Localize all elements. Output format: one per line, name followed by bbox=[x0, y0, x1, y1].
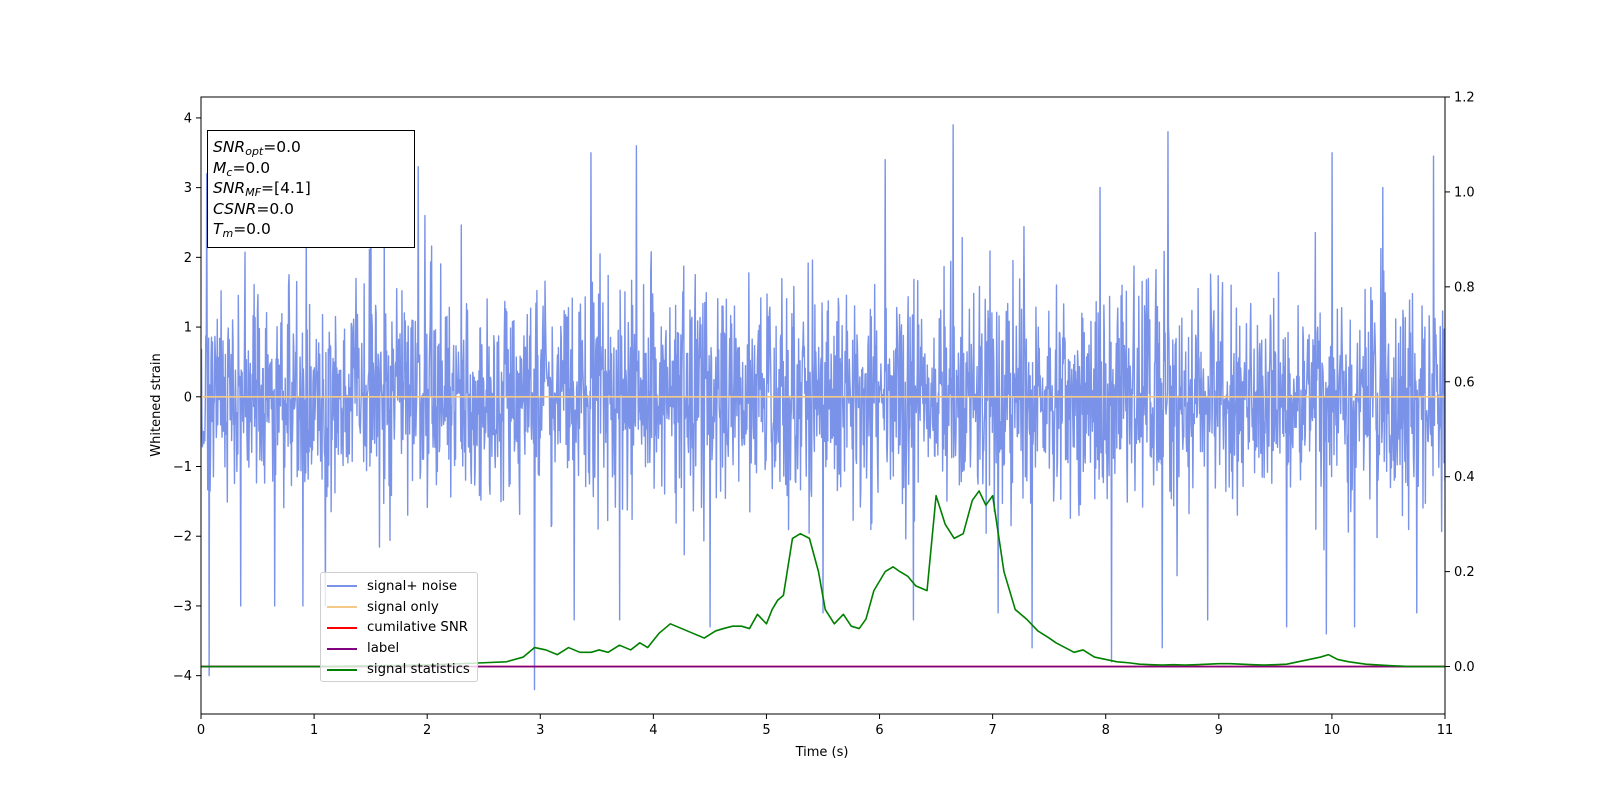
legend-label: signal statistics bbox=[367, 662, 470, 678]
legend: signal+ noise signal only cumilative SNR la… bbox=[320, 572, 478, 682]
y-tick-label: 0 bbox=[184, 390, 192, 405]
y-tick-label: 4 bbox=[184, 111, 192, 126]
legend-item: cumilative SNR bbox=[327, 618, 471, 639]
x-tick-label: 9 bbox=[1215, 723, 1223, 738]
legend-item: signal statistics bbox=[327, 659, 471, 680]
x-tick-label: 4 bbox=[649, 723, 657, 738]
info-snr-opt: SNRopt=0.0 bbox=[213, 138, 301, 158]
y-right-tick-label: 0.6 bbox=[1454, 375, 1475, 390]
x-tick-label: 8 bbox=[1102, 723, 1110, 738]
y-tick-label: −2 bbox=[173, 530, 192, 545]
info-snr-mf: SNRMF=[4.1] bbox=[213, 179, 311, 199]
y-right-tick-label: 0.4 bbox=[1454, 470, 1475, 485]
legend-swatch bbox=[327, 668, 357, 671]
axes-frame bbox=[200, 96, 1446, 715]
x-tick-label: 2 bbox=[423, 723, 431, 738]
legend-swatch bbox=[327, 626, 357, 629]
x-tick-label: 1 bbox=[310, 723, 318, 738]
x-tick-label: 11 bbox=[1437, 723, 1454, 738]
info-mc: Mc=0.0 bbox=[213, 158, 271, 179]
y-tick-label: 2 bbox=[184, 251, 192, 266]
y-tick-label: −3 bbox=[173, 599, 192, 614]
legend-label: signal+ noise bbox=[367, 578, 458, 594]
legend-swatch bbox=[327, 585, 357, 588]
y-axis-label: Whitened strain bbox=[149, 353, 164, 456]
y-tick-label: −4 bbox=[173, 669, 192, 684]
y-tick-label: 1 bbox=[184, 321, 192, 336]
legend-item: label bbox=[327, 638, 471, 659]
x-tick-label: 6 bbox=[875, 723, 883, 738]
x-tick-label: 3 bbox=[536, 723, 544, 738]
legend-label: label bbox=[367, 641, 400, 657]
legend-label: signal only bbox=[367, 599, 439, 615]
x-axis-label: Time (s) bbox=[795, 745, 849, 760]
y-right-tick-label: 1.2 bbox=[1454, 91, 1475, 106]
y-right-tick-label: 0.2 bbox=[1454, 565, 1475, 580]
y-right-tick-label: 0.0 bbox=[1454, 660, 1475, 675]
legend-swatch bbox=[327, 647, 357, 650]
x-tick-label: 7 bbox=[988, 723, 996, 738]
series-signal-noise bbox=[201, 124, 1445, 691]
info-box: SNRopt=0.0 Mc=0.0 SNRMF=[4.1] CSNR=0.0 T… bbox=[207, 130, 415, 248]
info-tm: Tm=0.0 bbox=[213, 220, 271, 240]
legend-item: signal+ noise bbox=[327, 576, 471, 597]
axes: 0 1 2 3 4 5 6 7 8 9 10 1143210−1−2−3−41.21.00.80.60… bbox=[173, 91, 1475, 739]
series-signal-statistics bbox=[201, 490, 1445, 668]
y-tick-label: −1 bbox=[173, 460, 192, 475]
y-right-tick-label: 0.8 bbox=[1454, 280, 1475, 295]
x-tick-label: 10 bbox=[1324, 723, 1341, 738]
x-tick-label: 5 bbox=[762, 723, 770, 738]
legend-item: signal only bbox=[327, 597, 471, 618]
info-csnr: CSNR=0.0 bbox=[213, 199, 294, 218]
x-tick-label: 0 bbox=[197, 723, 205, 738]
y-right-tick-label: 1.0 bbox=[1454, 185, 1475, 200]
legend-swatch bbox=[327, 606, 357, 609]
legend-label: cumilative SNR bbox=[367, 620, 469, 636]
y-tick-label: 3 bbox=[184, 181, 192, 196]
